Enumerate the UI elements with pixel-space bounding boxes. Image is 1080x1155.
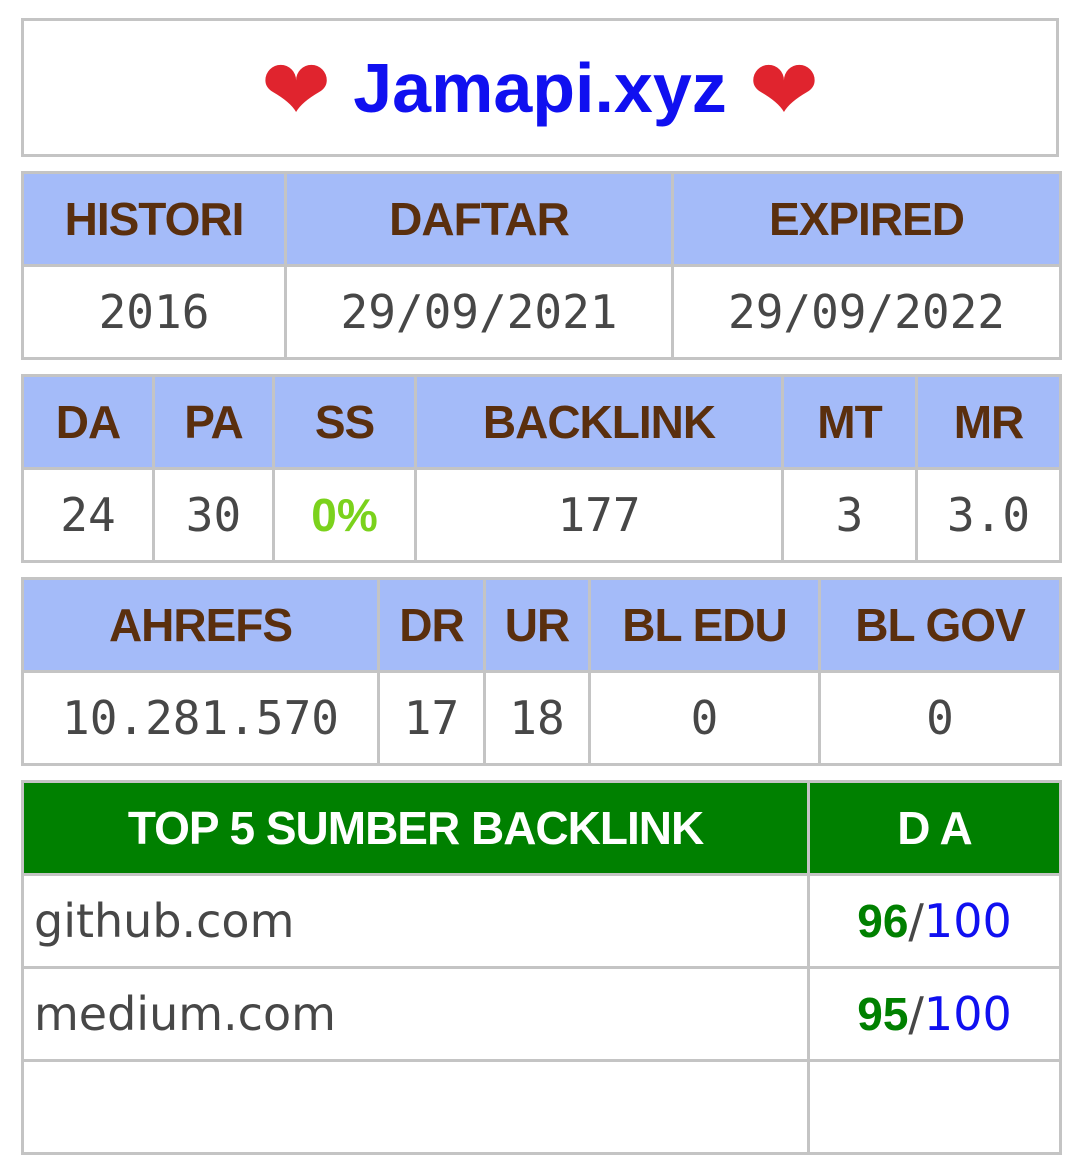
da-score: 96: [857, 895, 909, 947]
domain-info-table: HISTORI DAFTAR EXPIRED 2016 29/09/2021 2…: [21, 171, 1062, 360]
da-column-header: D A: [807, 780, 1062, 876]
domain-info-value-row: 2016 29/09/2021 29/09/2022: [21, 264, 1062, 360]
expired-header: EXPIRED: [671, 171, 1062, 267]
da-score: 95: [857, 988, 909, 1040]
ur-header: UR: [483, 577, 591, 673]
table-row: [21, 1059, 1062, 1155]
mr-header: MR: [915, 374, 1062, 470]
page-title: Jamapi.xyz: [353, 48, 727, 127]
expired-value: 29/09/2022: [671, 264, 1062, 360]
backlink-da: 95/100: [807, 966, 1062, 1062]
title-box: ❤ Jamapi.xyz ❤: [21, 18, 1059, 157]
ahrefs-header-row: AHREFS DR UR BL EDU BL GOV: [21, 577, 1062, 673]
bl-gov-value: 0: [818, 670, 1062, 766]
ahrefs-header: AHREFS: [21, 577, 380, 673]
top-sources-header: TOP 5 SUMBER BACKLINK: [21, 780, 810, 876]
bl-edu-value: 0: [588, 670, 821, 766]
domain-report: ❤ Jamapi.xyz ❤ HISTORI DAFTAR EXPIRED 20…: [21, 18, 1062, 1155]
dr-header: DR: [377, 577, 486, 673]
dr-value: 17: [377, 670, 486, 766]
table-row: github.com 96/100: [21, 873, 1062, 969]
da-value: 24: [21, 467, 155, 563]
mt-value: 3: [781, 467, 918, 563]
moz-metrics-table: DA PA SS BACKLINK MT MR 24 30 0% 177 3 3…: [21, 374, 1062, 563]
da-max: 100: [923, 894, 1012, 948]
da-max: 100: [923, 987, 1012, 1041]
da-separator: /: [908, 987, 924, 1041]
heart-icon-right: ❤: [748, 40, 820, 139]
ahrefs-value: 10.281.570: [21, 670, 380, 766]
backlink-value: 177: [414, 467, 784, 563]
ss-header: SS: [272, 374, 417, 470]
histori-header: HISTORI: [21, 171, 287, 267]
top-backlinks-header-row: TOP 5 SUMBER BACKLINK D A: [21, 780, 1062, 876]
top-backlinks-table: TOP 5 SUMBER BACKLINK D A github.com 96/…: [21, 780, 1062, 1155]
backlink-source: github.com: [21, 873, 810, 969]
table-row: medium.com 95/100: [21, 966, 1062, 1062]
pa-header: PA: [152, 374, 275, 470]
mt-header: MT: [781, 374, 918, 470]
backlink-da: 96/100: [807, 873, 1062, 969]
da-separator: /: [908, 894, 924, 948]
bl-edu-header: BL EDU: [588, 577, 821, 673]
mr-value: 3.0: [915, 467, 1062, 563]
pa-value: 30: [152, 467, 275, 563]
backlink-da: [807, 1059, 1062, 1155]
bl-gov-header: BL GOV: [818, 577, 1062, 673]
da-header: DA: [21, 374, 155, 470]
moz-header-row: DA PA SS BACKLINK MT MR: [21, 374, 1062, 470]
backlink-header: BACKLINK: [414, 374, 784, 470]
backlink-source: medium.com: [21, 966, 810, 1062]
ahrefs-metrics-table: AHREFS DR UR BL EDU BL GOV 10.281.570 17…: [21, 577, 1062, 766]
heart-icon-left: ❤: [260, 40, 332, 139]
ahrefs-value-row: 10.281.570 17 18 0 0: [21, 670, 1062, 766]
daftar-header: DAFTAR: [284, 171, 674, 267]
ur-value: 18: [483, 670, 591, 766]
moz-value-row: 24 30 0% 177 3 3.0: [21, 467, 1062, 563]
ss-value: 0%: [272, 467, 417, 563]
daftar-value: 29/09/2021: [284, 264, 674, 360]
domain-info-header-row: HISTORI DAFTAR EXPIRED: [21, 171, 1062, 267]
histori-value: 2016: [21, 264, 287, 360]
backlink-source: [21, 1059, 810, 1155]
